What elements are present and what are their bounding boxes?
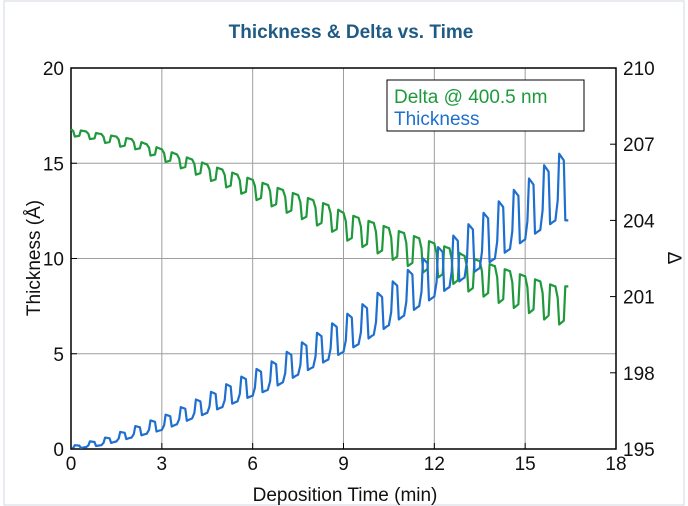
y-right-tick-label-4: 207 <box>623 135 655 156</box>
chart-title: Thickness & Delta vs. Time <box>229 22 474 43</box>
legend-item-delta: Delta @ 400.5 nm <box>394 87 547 108</box>
y-right-tick-label-1: 198 <box>623 364 655 385</box>
x-tick-label-2: 6 <box>247 454 258 475</box>
y-left-tick-label-4: 20 <box>43 59 64 80</box>
y-right-tick-label-3: 204 <box>623 211 655 232</box>
x-tick-label-1: 3 <box>157 454 168 475</box>
axis-ticks: 0 3 6 9 12 15 18 0 5 10 15 20 195 198 201 204 207 210 <box>43 59 655 475</box>
legend-item-thickness: Thickness <box>394 109 480 130</box>
x-tick-label-4: 12 <box>424 454 445 475</box>
x-tick-label-6: 18 <box>605 454 626 475</box>
series-line-thickness <box>70 152 569 450</box>
series-layer <box>70 128 569 450</box>
y-left-tick-label-2: 10 <box>43 250 64 271</box>
y-right-tick-label-5: 210 <box>623 59 655 80</box>
y-left-tick-label-3: 15 <box>43 154 64 175</box>
chart-frame <box>3 0 685 506</box>
y-axis-label-right: Δ <box>663 252 684 265</box>
legend-box <box>386 79 585 132</box>
y-left-tick-label-0: 0 <box>53 440 64 461</box>
y-right-tick-label-2: 201 <box>623 288 655 309</box>
legend: Delta @ 400.5 nm Thickness <box>386 79 585 132</box>
x-tick-label-3: 9 <box>338 454 349 475</box>
y-left-tick-label-1: 5 <box>53 345 64 366</box>
series-line-delta <box>70 128 569 326</box>
y-right-tick-label-0: 195 <box>623 440 655 461</box>
x-axis-label: Deposition Time (min) <box>253 485 438 506</box>
y-axis-label-left: Thickness (Å) <box>24 200 45 316</box>
x-tick-label-0: 0 <box>66 454 77 475</box>
x-tick-label-5: 15 <box>515 454 536 475</box>
